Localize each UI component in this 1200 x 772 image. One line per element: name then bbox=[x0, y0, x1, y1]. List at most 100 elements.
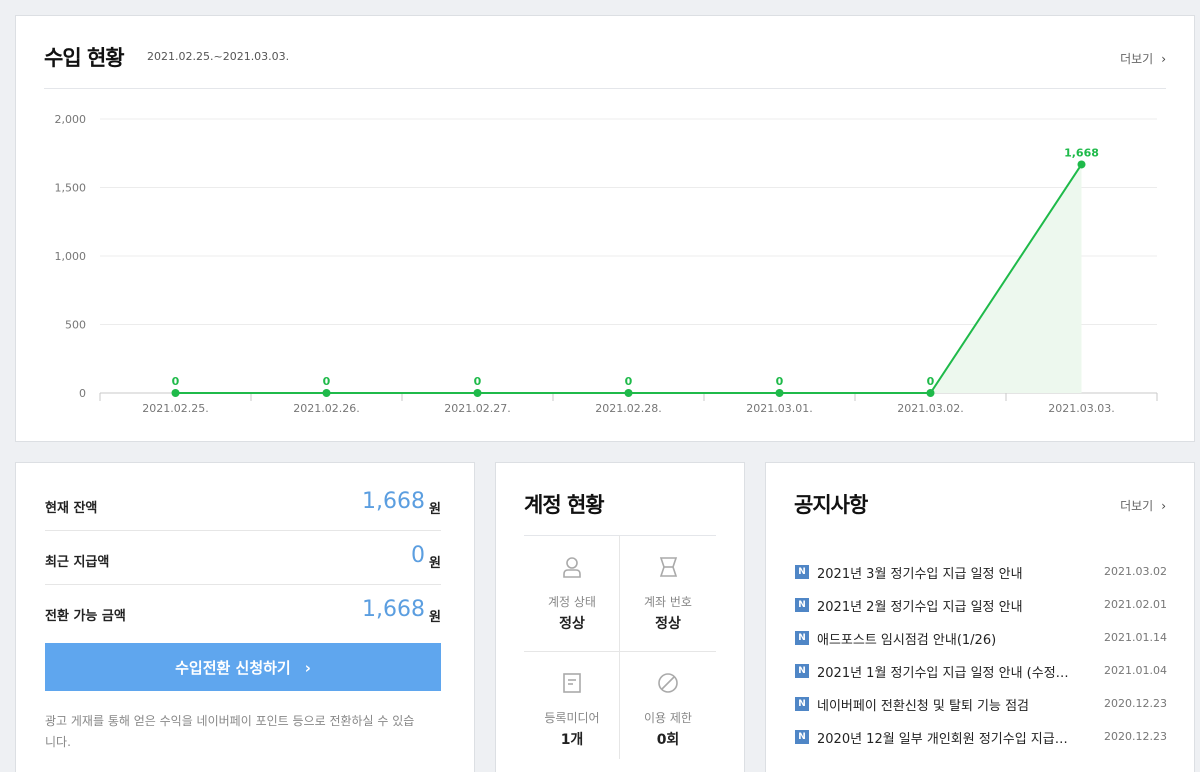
chart-area-fill bbox=[175, 164, 1082, 393]
chart-x-tick-label: 2021.03.01. bbox=[746, 402, 812, 415]
balance-row-current: 현재 잔액 1,668 원 bbox=[45, 477, 441, 531]
income-date-range: 2021.02.25.~2021.03.03. bbox=[147, 50, 290, 63]
chart-data-label: 0 bbox=[927, 375, 935, 388]
notice-title: 공지사항 bbox=[794, 493, 868, 517]
chart-data-point bbox=[322, 389, 331, 397]
balance-value: 1,668 bbox=[362, 489, 425, 514]
account-cell-label: 계정 상태 bbox=[548, 595, 596, 609]
account-cell-value: 정상 bbox=[559, 616, 585, 632]
notice-more-label: 더보기 bbox=[1120, 499, 1154, 513]
chart-data-point bbox=[775, 389, 784, 397]
income-title: 수입 현황 bbox=[44, 46, 125, 70]
chart-data-label: 1,668 bbox=[1064, 146, 1099, 159]
notice-more-link[interactable]: 더보기 › bbox=[1120, 497, 1166, 514]
income-chart: 0 500 1,000 1,500 2,000 2021.02.25. 2021.02.26… bbox=[55, 113, 1158, 415]
account-title: 계정 현황 bbox=[524, 493, 605, 517]
notice-item[interactable]: N 2021년 3월 정기수입 지급 일정 안내 2021.03.02 bbox=[795, 561, 1167, 583]
account-number-icon bbox=[659, 557, 678, 577]
account-cell-label: 계좌 번호 bbox=[644, 595, 692, 609]
notice-item-date: 2021.02.01 bbox=[1104, 598, 1167, 611]
balance-unit: 원 bbox=[429, 502, 441, 517]
block-icon bbox=[658, 673, 678, 693]
balance-unit: 원 bbox=[429, 610, 441, 625]
notice-item[interactable]: N 애드포스트 임시점검 안내(1/26) 2021.01.14 bbox=[795, 627, 1167, 649]
notice-item-title[interactable]: 네이버페이 전환신청 및 탈퇴 기능 점검 bbox=[817, 699, 1030, 714]
balance-value: 0 bbox=[411, 543, 425, 568]
chart-x-tick-label: 2021.02.28. bbox=[595, 402, 661, 415]
account-cell-label: 이용 제한 bbox=[644, 711, 692, 725]
income-more-link[interactable]: 더보기 › bbox=[1120, 50, 1166, 67]
notice-item[interactable]: N 2020년 12월 일부 개인회원 정기수입 지급… 2020.12.23 bbox=[795, 726, 1167, 748]
chart-data-label: 0 bbox=[625, 375, 633, 388]
chart-x-tick-label: 2021.03.03. bbox=[1048, 402, 1114, 415]
account-cell-label: 등록미디어 bbox=[544, 711, 600, 725]
user-icon bbox=[563, 557, 581, 578]
chart-data-point bbox=[473, 389, 482, 397]
account-grid-divider bbox=[524, 651, 716, 652]
new-badge-icon: N bbox=[795, 631, 809, 645]
chart-data-point bbox=[624, 389, 633, 397]
account-cell-value: 1개 bbox=[560, 732, 584, 748]
notice-panel: 공지사항 더보기 › N 2021년 3월 정기수입 지급 일정 안내 2021.… bbox=[765, 462, 1195, 772]
notice-item-title[interactable]: 2021년 3월 정기수입 지급 일정 안내 bbox=[817, 567, 1023, 582]
notice-item-title[interactable]: 2020년 12월 일부 개인회원 정기수입 지급… bbox=[817, 732, 1068, 747]
balance-panel: 현재 잔액 1,668 원 최근 지급액 0 원 전환 가능 금액 1,668 … bbox=[15, 462, 475, 772]
notice-item-date: 2020.12.23 bbox=[1104, 730, 1167, 743]
chart-x-tick-label: 2021.03.02. bbox=[897, 402, 963, 415]
balance-label: 전환 가능 금액 bbox=[45, 609, 126, 624]
chart-y-tick-label: 1,500 bbox=[55, 182, 87, 195]
account-cell-value: 정상 bbox=[655, 616, 681, 632]
account-panel: 계정 현황 계정 상태 정상 계좌 번호 정상 등록미디어 1개 이용 제한 bbox=[495, 462, 745, 772]
chevron-right-icon: › bbox=[1161, 499, 1166, 513]
balance-label: 현재 잔액 bbox=[45, 501, 98, 516]
notice-item-title[interactable]: 애드포스트 임시점검 안내(1/26) bbox=[817, 633, 997, 648]
convert-income-button[interactable]: 수입전환 신청하기 › bbox=[45, 643, 441, 691]
account-number-cell: 계좌 번호 정상 bbox=[620, 535, 716, 651]
balance-value: 1,668 bbox=[362, 597, 425, 622]
notice-item-title[interactable]: 2021년 2월 정기수입 지급 일정 안내 bbox=[817, 600, 1023, 615]
convert-button-label: 수입전환 신청하기 bbox=[175, 658, 291, 677]
chart-y-tick-label: 0 bbox=[79, 387, 86, 400]
notice-item[interactable]: N 네이버페이 전환신청 및 탈퇴 기능 점검 2020.12.23 bbox=[795, 693, 1167, 715]
chart-data-label: 0 bbox=[323, 375, 331, 388]
chevron-right-icon: › bbox=[304, 658, 311, 677]
chart-data-label: 0 bbox=[776, 375, 784, 388]
new-badge-icon: N bbox=[795, 697, 809, 711]
notice-item[interactable]: N 2021년 1월 정기수입 지급 일정 안내 (수정… 2021.01.04 bbox=[795, 660, 1167, 682]
account-cell-value: 0회 bbox=[656, 732, 680, 748]
notice-item[interactable]: N 2021년 2월 정기수입 지급 일정 안내 2021.02.01 bbox=[795, 594, 1167, 616]
account-grid-divider bbox=[619, 535, 620, 759]
convert-note: 광고 게재를 통해 얻은 수익을 네이버페이 포인트 등으로 전환하실 수 있습… bbox=[45, 714, 415, 749]
balance-label: 최근 지급액 bbox=[45, 555, 110, 570]
income-more-label: 더보기 bbox=[1120, 52, 1154, 66]
new-badge-icon: N bbox=[795, 565, 809, 579]
chart-data-label: 0 bbox=[172, 375, 180, 388]
account-status-cell: 계정 상태 정상 bbox=[524, 535, 620, 651]
notice-item-title[interactable]: 2021년 1월 정기수입 지급 일정 안내 (수정… bbox=[817, 666, 1069, 681]
chart-data-point bbox=[926, 389, 935, 397]
chart-y-tick-label: 500 bbox=[65, 319, 86, 332]
income-panel: 수입 현황 2021.02.25.~2021.03.03. 더보기 › 0 500 1… bbox=[15, 15, 1195, 442]
balance-row-recent: 최근 지급액 0 원 bbox=[45, 531, 441, 585]
chart-y-tick-label: 2,000 bbox=[55, 113, 87, 126]
usage-limit-cell: 이용 제한 0회 bbox=[620, 651, 716, 767]
registered-media-cell: 등록미디어 1개 bbox=[524, 651, 620, 767]
chart-data-label: 0 bbox=[474, 375, 482, 388]
new-badge-icon: N bbox=[795, 730, 809, 744]
chart-y-tick-label: 1,000 bbox=[55, 250, 87, 263]
chart-data-point bbox=[171, 389, 180, 397]
account-divider bbox=[524, 535, 716, 536]
balance-row-convertible: 전환 가능 금액 1,668 원 bbox=[45, 585, 441, 639]
notice-item-date: 2021.03.02 bbox=[1104, 565, 1167, 578]
new-badge-icon: N bbox=[795, 664, 809, 678]
chart-x-tick-label: 2021.02.26. bbox=[293, 402, 359, 415]
chart-series-line bbox=[175, 163, 1083, 394]
chart-x-tick-label: 2021.02.27. bbox=[444, 402, 510, 415]
chart-data-point bbox=[1077, 160, 1086, 169]
notice-item-date: 2021.01.14 bbox=[1104, 631, 1167, 644]
new-badge-icon: N bbox=[795, 598, 809, 612]
document-icon bbox=[563, 673, 581, 693]
income-divider bbox=[44, 88, 1166, 89]
balance-unit: 원 bbox=[429, 556, 441, 571]
chevron-right-icon: › bbox=[1161, 52, 1166, 66]
